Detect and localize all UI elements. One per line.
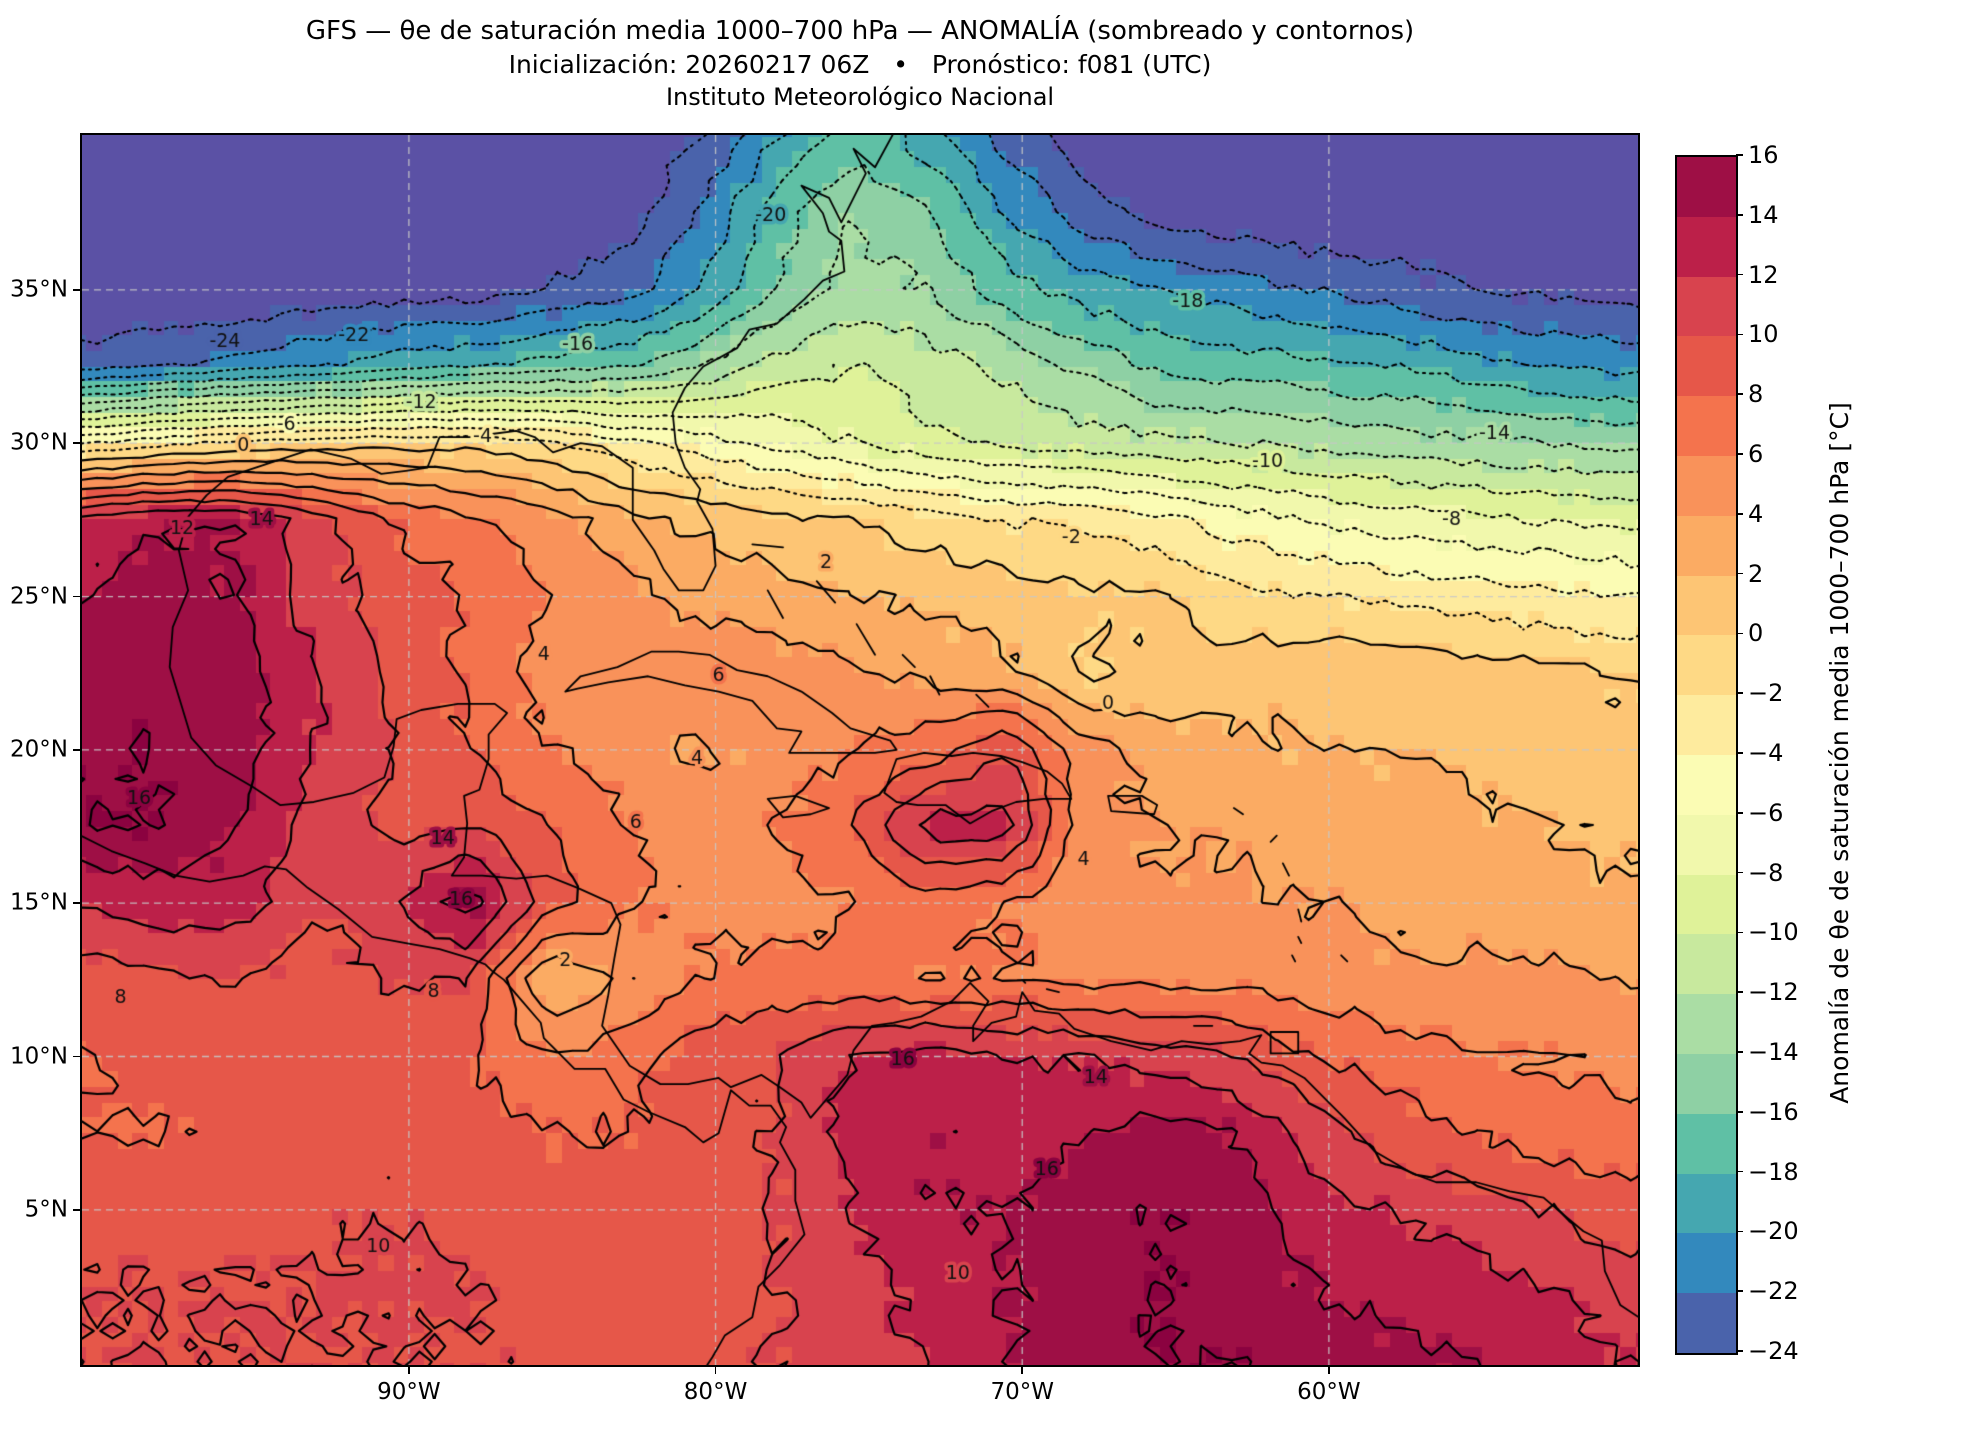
x-tick-mark bbox=[1328, 1367, 1330, 1374]
colorbar-tick-label: 2 bbox=[1748, 559, 1764, 588]
colorbar-tick-label: −12 bbox=[1748, 978, 1799, 1007]
colorbar-band bbox=[1677, 814, 1736, 876]
y-tick-mark bbox=[73, 442, 80, 444]
colorbar-band bbox=[1677, 635, 1736, 696]
colorbar-tick-mark bbox=[1736, 333, 1743, 336]
colorbar-tick-mark bbox=[1736, 632, 1743, 635]
colorbar-tick-mark bbox=[1736, 1290, 1743, 1292]
x-tick-mark bbox=[714, 1367, 717, 1374]
colorbar-tick-label: 16 bbox=[1748, 141, 1779, 169]
y-tick-label: 10°N bbox=[10, 1043, 68, 1070]
y-tick-mark bbox=[73, 902, 80, 904]
colorbar-band bbox=[1677, 1233, 1736, 1294]
x-tick-label: 60°W bbox=[1297, 1379, 1361, 1405]
y-tick-label: 15°N bbox=[10, 889, 68, 916]
colorbar-tick-mark bbox=[1736, 991, 1743, 993]
colorbar-tick-label: 6 bbox=[1748, 440, 1764, 468]
colorbar-band bbox=[1677, 336, 1736, 397]
y-tick-mark bbox=[73, 289, 80, 291]
colorbar-tick-label: −22 bbox=[1748, 1277, 1799, 1306]
colorbar-tick-mark bbox=[1736, 692, 1743, 694]
colorbar-band bbox=[1677, 934, 1736, 995]
colorbar-tick-mark bbox=[1736, 513, 1743, 515]
colorbar-tick-label: −8 bbox=[1748, 858, 1784, 887]
y-tick-label: 25°N bbox=[10, 583, 68, 610]
x-tick-mark bbox=[1021, 1367, 1024, 1374]
colorbar-band bbox=[1677, 575, 1736, 636]
colorbar-tick-mark bbox=[1736, 1170, 1743, 1173]
colorbar-tick-label: −14 bbox=[1748, 1038, 1799, 1066]
x-tick-label: 80°W bbox=[683, 1379, 748, 1405]
colorbar-tick-mark bbox=[1736, 752, 1743, 754]
colorbar bbox=[1675, 155, 1738, 1355]
colorbar-tick-mark bbox=[1736, 1051, 1743, 1053]
colorbar-tick-mark bbox=[1736, 812, 1743, 814]
colorbar-tick-mark bbox=[1736, 453, 1743, 455]
y-tick-mark bbox=[73, 595, 80, 598]
y-tick-mark bbox=[73, 1209, 80, 1211]
colorbar-tick-label: 4 bbox=[1748, 499, 1764, 528]
colorbar-band bbox=[1677, 994, 1736, 1055]
colorbar-tick-label: −16 bbox=[1748, 1097, 1799, 1126]
colorbar-tick-label: −24 bbox=[1748, 1337, 1799, 1365]
plot-institution: Instituto Meteorológico Nacional bbox=[665, 83, 1055, 111]
colorbar-tick-label: −18 bbox=[1748, 1157, 1799, 1186]
colorbar-tick-mark bbox=[1736, 154, 1743, 156]
map-panel bbox=[80, 133, 1640, 1367]
colorbar-tick-mark bbox=[1736, 1230, 1743, 1233]
colorbar-tick-label: 8 bbox=[1748, 380, 1764, 409]
colorbar-tick-label: 0 bbox=[1748, 619, 1764, 648]
colorbar-tick-mark bbox=[1736, 931, 1743, 934]
colorbar-band bbox=[1677, 695, 1736, 756]
colorbar-band bbox=[1677, 396, 1736, 457]
y-tick-label: 5°N bbox=[24, 1196, 68, 1223]
colorbar-tick-mark bbox=[1736, 214, 1743, 216]
colorbar-band bbox=[1677, 157, 1736, 218]
colorbar-band bbox=[1677, 874, 1736, 935]
colorbar-tick-mark bbox=[1736, 273, 1743, 276]
colorbar-label: Anomalía de θe de saturación media 1000–… bbox=[1825, 402, 1854, 1104]
colorbar-tick-label: 10 bbox=[1748, 320, 1779, 349]
colorbar-tick-label: 12 bbox=[1748, 260, 1779, 289]
y-tick-mark bbox=[73, 1055, 80, 1058]
colorbar-band bbox=[1677, 1113, 1736, 1175]
colorbar-band bbox=[1677, 456, 1736, 517]
colorbar-band bbox=[1677, 276, 1736, 337]
colorbar-tick-mark bbox=[1736, 393, 1743, 395]
x-tick-label: 90°W bbox=[377, 1379, 441, 1405]
colorbar-tick-label: −6 bbox=[1748, 798, 1784, 827]
map-canvas bbox=[82, 135, 1638, 1365]
colorbar-band bbox=[1677, 1173, 1736, 1234]
colorbar-tick-label: −20 bbox=[1748, 1217, 1799, 1246]
colorbar-tick-label: −2 bbox=[1748, 679, 1784, 708]
colorbar-tick-mark bbox=[1736, 1350, 1743, 1352]
y-tick-label: 20°N bbox=[10, 736, 68, 763]
colorbar-band bbox=[1677, 216, 1736, 278]
colorbar-band bbox=[1677, 755, 1736, 816]
colorbar-tick-label: −4 bbox=[1748, 739, 1784, 767]
y-tick-label: 30°N bbox=[10, 429, 68, 456]
y-tick-mark bbox=[73, 749, 80, 751]
colorbar-band bbox=[1677, 1054, 1736, 1115]
plot-title: GFS — θe de saturación media 1000–700 hP… bbox=[305, 16, 1415, 46]
colorbar-tick-mark bbox=[1736, 572, 1743, 575]
colorbar-tick-mark bbox=[1736, 871, 1743, 874]
x-tick-label: 70°W bbox=[990, 1379, 1054, 1405]
colorbar-tick-label: 14 bbox=[1748, 200, 1779, 229]
colorbar-tick-label: −10 bbox=[1748, 918, 1799, 947]
figure-titles: GFS — θe de saturación media 1000–700 hP… bbox=[0, 14, 1720, 113]
colorbar-band bbox=[1677, 515, 1736, 577]
colorbar-band bbox=[1677, 1293, 1736, 1353]
plot-subtitle: Inicialización: 20260217 06Z • Pronóstic… bbox=[508, 50, 1212, 79]
y-tick-label: 35°N bbox=[10, 276, 68, 303]
x-tick-mark bbox=[408, 1367, 410, 1374]
colorbar-tick-mark bbox=[1736, 1111, 1743, 1113]
